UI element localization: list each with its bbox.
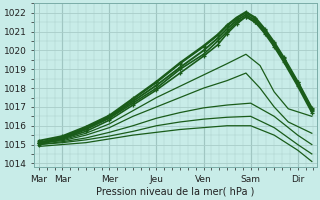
- X-axis label: Pression niveau de la mer( hPa ): Pression niveau de la mer( hPa ): [96, 187, 254, 197]
